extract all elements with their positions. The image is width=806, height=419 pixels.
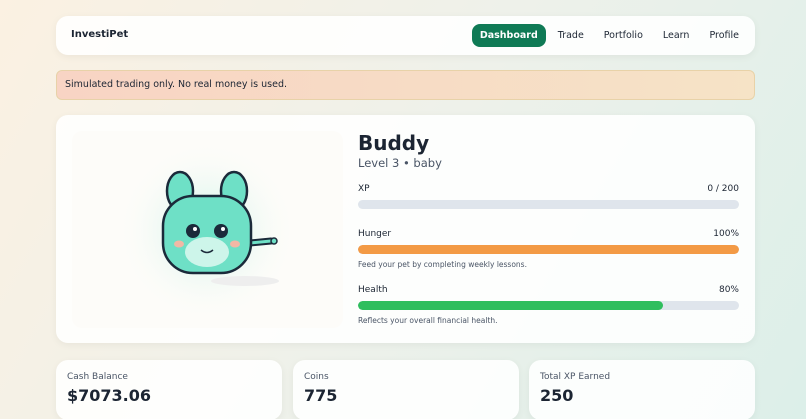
card-label: Cash Balance	[67, 372, 128, 382]
progress-fill	[358, 301, 663, 310]
stat-label: Health	[358, 285, 388, 295]
pet-panel: Buddy Level 3 • baby XP 0 / 200 Hunger 100%…	[56, 115, 755, 343]
progress-fill	[358, 245, 739, 254]
summary-card: Cash Balance $7073.06	[56, 360, 282, 419]
stat-note: Feed your pet by completing weekly lesso…	[358, 260, 527, 269]
nav-link[interactable]: Trade	[557, 30, 584, 41]
card-value: 775	[304, 386, 338, 405]
pet-level: Level 3 • baby	[358, 156, 442, 170]
progress-track	[358, 301, 739, 310]
nav-link[interactable]: Profile	[709, 30, 739, 41]
progress-track	[358, 200, 739, 209]
stat-value: 0 / 200	[707, 184, 739, 194]
stat-row: XP 0 / 200	[358, 184, 739, 194]
stat-value: 100%	[713, 229, 739, 239]
stat-label: Hunger	[358, 229, 392, 239]
pet-view	[72, 131, 343, 328]
brand[interactable]: InvestiPet	[71, 29, 129, 40]
nav-link[interactable]: Dashboard	[471, 24, 546, 47]
card-label: Coins	[304, 372, 329, 382]
stat: Hunger 100% Feed your pet by completing we…	[358, 229, 739, 269]
stat-row: Health 80%	[358, 285, 739, 295]
nav-links: Dashboard Trade Portfolio Learn Profile	[471, 24, 747, 47]
nav-link[interactable]: Learn	[662, 30, 690, 41]
pet-illustration	[117, 141, 297, 321]
nav-link[interactable]: Portfolio	[603, 30, 643, 41]
stat-label: XP	[358, 184, 370, 194]
pet-name: Buddy	[358, 131, 430, 155]
summary-card: Coins 775	[293, 360, 519, 419]
progress-track	[358, 245, 739, 254]
stat-note: Reflects your overall financial health.	[358, 316, 498, 325]
stat-row: Hunger 100%	[358, 229, 739, 239]
summary-card: Total XP Earned 250	[529, 360, 755, 419]
notice: Simulated trading only. No real money is…	[56, 70, 755, 100]
stat: Health 80% Reflects your overall financial…	[358, 285, 739, 325]
card-value: 250	[540, 386, 574, 405]
nav-bar: InvestiPet Dashboard Trade Portfolio Learn P…	[56, 16, 755, 55]
card-label: Total XP Earned	[540, 372, 611, 382]
stat-value: 80%	[718, 285, 739, 295]
card-value: $7073.06	[67, 386, 152, 405]
stat: XP 0 / 200	[358, 184, 739, 209]
